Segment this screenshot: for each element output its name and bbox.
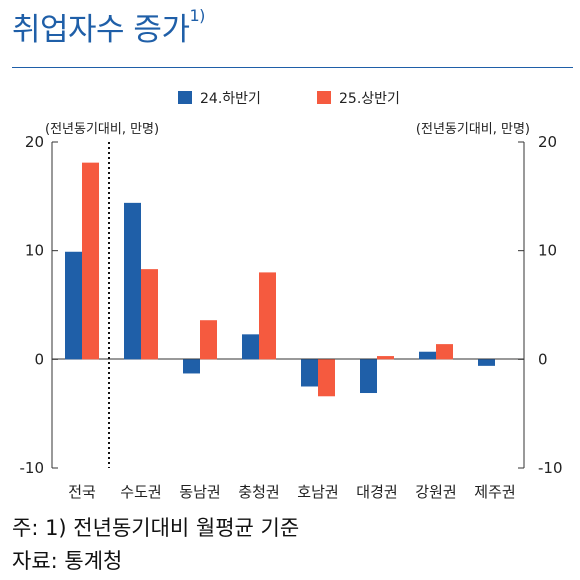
- bar-h1-25-3: [259, 272, 276, 360]
- legend-swatch: [317, 91, 331, 104]
- left-tick-label: 10: [25, 242, 44, 260]
- chart-title: 취업자수 증가1): [12, 6, 205, 48]
- bar-h2-24-6: [419, 351, 436, 360]
- legend-swatch: [178, 91, 192, 104]
- bar-h2-24-3: [242, 334, 259, 360]
- bar-h1-25-5: [377, 356, 394, 360]
- right-tick-label: 20: [538, 133, 557, 151]
- bar-chart: 24.하반기 25.상반기 (전년동기대비, 만명) (전년동기대비, 만명) -…: [20, 91, 563, 500]
- bar-h1-25-1: [141, 269, 158, 360]
- category-labels: 전국 수도권 동남권 충청권 호남권 대경권 강원권 제주권: [68, 483, 516, 500]
- category-label: 대경권: [356, 483, 397, 500]
- right-tick-label: 0: [538, 350, 548, 368]
- bar-h1-25-0: [82, 162, 99, 360]
- bar-h2-24-1: [124, 202, 141, 360]
- left-axis-unit: (전년동기대비, 만명): [45, 122, 159, 137]
- right-tick-label: 10: [538, 242, 557, 260]
- footnote: 주: 1) 전년동기대비 월평균 기준: [12, 516, 300, 540]
- bar-h2-24-4: [301, 359, 318, 387]
- left-tick-label: 20: [25, 133, 44, 151]
- source-note: 자료: 통계청: [12, 549, 123, 573]
- category-label: 강원권: [415, 483, 456, 500]
- bar-h2-24-0: [65, 251, 82, 360]
- bar-h2-24-2: [183, 359, 200, 374]
- bar-h1-25-6: [436, 344, 453, 360]
- title-footnote-mark: 1): [189, 6, 205, 25]
- legend-label: 25.상반기: [339, 91, 400, 107]
- category-label: 전국: [68, 483, 96, 500]
- category-label: 동남권: [179, 483, 220, 500]
- bar-h2-24-7: [478, 359, 495, 366]
- left-tick-label: 0: [34, 350, 44, 368]
- category-label: 수도권: [120, 483, 161, 500]
- bar-h1-25-4: [318, 359, 335, 397]
- legend-label: 24.하반기: [200, 91, 261, 107]
- bar-h2-24-5: [360, 359, 377, 394]
- axis-ticks: -10 -10 0 0 10 10 20 20: [20, 133, 563, 477]
- right-tick-label: -10: [538, 459, 563, 477]
- category-label: 제주권: [474, 483, 515, 500]
- bar-h1-25-2: [200, 320, 217, 360]
- left-tick-label: -10: [20, 459, 45, 477]
- title-rule: [12, 67, 573, 68]
- category-label: 충청권: [238, 483, 279, 500]
- bars: [65, 162, 512, 397]
- legend: 24.하반기 25.상반기: [178, 91, 400, 107]
- right-axis-unit: (전년동기대비, 만명): [416, 122, 530, 137]
- category-label: 호남권: [297, 483, 338, 500]
